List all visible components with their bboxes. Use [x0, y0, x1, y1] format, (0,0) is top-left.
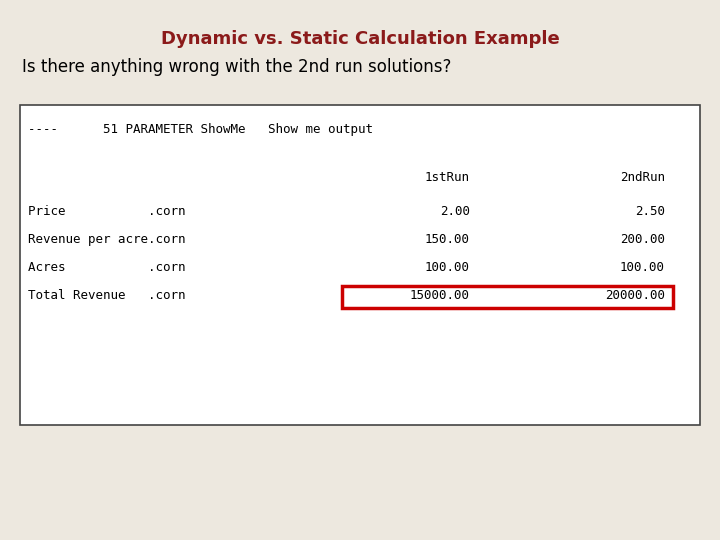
Text: 2.50: 2.50 [635, 205, 665, 218]
Text: ----      51 PARAMETER ShowMe   Show me output: ---- 51 PARAMETER ShowMe Show me output [28, 123, 373, 136]
Text: 100.00: 100.00 [620, 261, 665, 274]
Text: 2.00: 2.00 [440, 205, 470, 218]
Text: 150.00: 150.00 [425, 233, 470, 246]
Text: Acres           .corn: Acres .corn [28, 261, 186, 274]
Text: 100.00: 100.00 [425, 261, 470, 274]
Text: 15000.00: 15000.00 [410, 289, 470, 302]
Bar [342, 286, 673, 308]
Text: Price           .corn: Price .corn [28, 205, 186, 218]
Text: Is there anything wrong with the 2nd run solutions?: Is there anything wrong with the 2nd run… [22, 58, 451, 76]
Text: 2ndRun: 2ndRun [620, 171, 665, 184]
Text: Dynamic vs. Static Calculation Example: Dynamic vs. Static Calculation Example [161, 30, 559, 48]
Text: 1stRun: 1stRun [425, 171, 470, 184]
Text: Total Revenue   .corn: Total Revenue .corn [28, 289, 186, 302]
Text: 200.00: 200.00 [620, 233, 665, 246]
Bar [20, 105, 700, 425]
Text: Revenue per acre.corn: Revenue per acre.corn [28, 233, 186, 246]
Text: 20000.00: 20000.00 [605, 289, 665, 302]
